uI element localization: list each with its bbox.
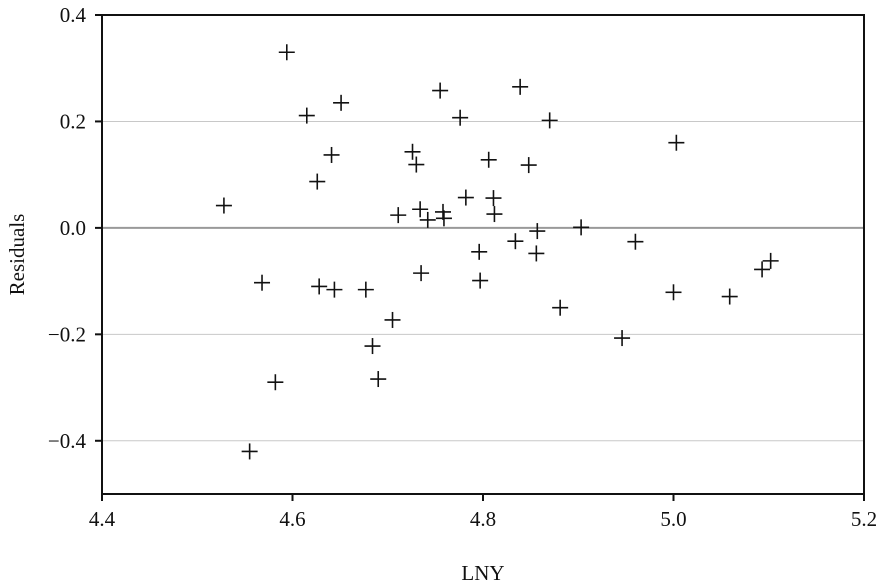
data-point-marker	[573, 219, 590, 236]
data-point-marker	[472, 272, 489, 289]
data-point-marker	[668, 134, 685, 151]
y-tick-label: −0.4	[48, 429, 87, 453]
data-point-marker	[480, 151, 497, 168]
data-point-marker	[762, 252, 779, 269]
data-point-marker	[384, 311, 401, 328]
data-point-marker	[485, 190, 502, 207]
x-axis: 4.4 4.6 4.8 5.0 5.2	[89, 494, 877, 531]
y-axis-title: Residuals	[5, 214, 29, 296]
data-point-marker	[333, 94, 350, 111]
data-point-marker	[412, 201, 429, 218]
data-point-marker	[241, 443, 258, 460]
data-point-marker	[665, 284, 682, 301]
data-point-marker	[413, 265, 430, 282]
data-point-marker	[721, 288, 738, 305]
data-point-marker	[512, 78, 529, 95]
data-point-marker	[471, 243, 488, 260]
data-point-marker	[457, 189, 474, 206]
data-point-marker	[323, 146, 340, 163]
data-point-marker	[298, 107, 315, 124]
data-point-marker	[529, 223, 546, 240]
x-tick-label: 5.2	[851, 507, 877, 531]
data-point-marker	[267, 374, 284, 391]
data-point-marker	[432, 82, 449, 99]
data-point-marker	[754, 261, 771, 278]
data-point-marker	[507, 233, 524, 250]
data-point-marker	[627, 233, 644, 250]
x-tick-label: 4.4	[89, 507, 116, 531]
x-tick-label: 4.8	[470, 507, 496, 531]
data-point-marker	[254, 274, 271, 291]
data-point-marker	[370, 371, 387, 388]
data-point-marker	[419, 211, 436, 228]
data-point-marker	[434, 203, 451, 220]
data-point-marker	[357, 281, 374, 298]
y-axis: −0.4 −0.2 0.0 0.2 0.4	[48, 3, 102, 453]
data-point-marker	[278, 44, 295, 61]
x-tick-label: 5.0	[660, 507, 686, 531]
data-point-marker	[541, 112, 558, 129]
data-point-marker	[486, 206, 503, 223]
y-tick-label: 0.2	[60, 109, 86, 133]
data-point-marker	[215, 197, 232, 214]
data-point-marker	[309, 173, 326, 190]
data-point-marker	[552, 299, 569, 316]
data-point-marker	[435, 210, 452, 227]
data-point-marker	[404, 143, 421, 160]
y-tick-label: 0.0	[60, 216, 86, 240]
data-point-marker	[452, 109, 469, 126]
data-point-marker	[528, 245, 545, 262]
data-point-marker	[390, 207, 407, 224]
data-point-marker	[520, 157, 537, 174]
data-point-marker	[408, 156, 425, 173]
y-tick-label: −0.2	[48, 322, 86, 346]
y-tick-label: 0.4	[60, 3, 87, 27]
x-axis-title: LNY	[461, 561, 504, 585]
data-point-marker	[614, 330, 631, 347]
plot-area-frame	[101, 14, 865, 495]
data-point-marker	[311, 278, 328, 295]
data-point-marker	[326, 281, 343, 298]
x-tick-label: 4.6	[279, 507, 305, 531]
data-point-marker	[364, 338, 381, 355]
data-points	[215, 44, 779, 460]
